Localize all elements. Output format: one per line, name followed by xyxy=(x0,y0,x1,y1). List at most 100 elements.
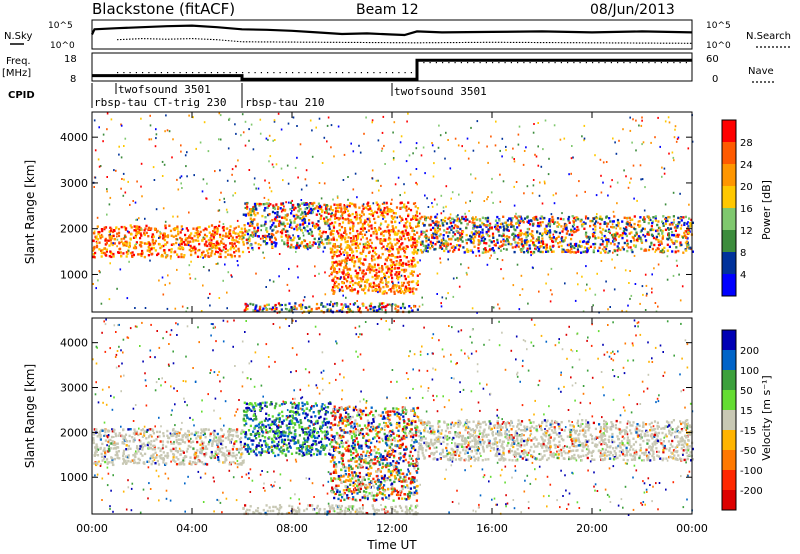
scatter-cell xyxy=(487,230,490,233)
scatter-cell xyxy=(502,225,505,228)
scatter-cell xyxy=(214,170,216,173)
scatter-cell xyxy=(507,223,510,227)
scatter-cell xyxy=(637,223,640,227)
scatter-cell xyxy=(617,242,620,245)
scatter-cell xyxy=(267,414,270,417)
scatter-cell xyxy=(272,280,275,283)
scatter-cell xyxy=(349,303,352,306)
scatter-cell xyxy=(238,438,241,441)
scatter-cell xyxy=(626,242,629,245)
scatter-cell xyxy=(308,305,311,309)
scatter-cell xyxy=(263,256,266,259)
scatter-cell xyxy=(172,215,174,218)
scatter-cell xyxy=(388,207,392,211)
scatter-cell xyxy=(235,236,238,239)
scatter-cell xyxy=(359,262,362,265)
scatter-cell xyxy=(463,251,466,254)
scatter-cell xyxy=(598,246,601,249)
scatter-cell xyxy=(585,231,588,234)
scatter-cell xyxy=(616,249,619,252)
scatter-cell xyxy=(372,249,375,253)
scatter-cell xyxy=(399,194,401,197)
scatter-cell xyxy=(293,227,296,231)
scatter-cell xyxy=(610,225,612,228)
scatter-cell xyxy=(482,239,485,242)
scatter-cell xyxy=(120,225,123,229)
scatter-cell xyxy=(250,220,253,224)
scatter-cell xyxy=(328,309,330,312)
scatter-cell xyxy=(476,120,479,123)
scatter-cell xyxy=(499,249,503,252)
scatter-cell xyxy=(302,234,305,237)
scatter-cell xyxy=(674,239,677,243)
scatter-cell xyxy=(372,230,375,234)
scatter-cell xyxy=(416,183,418,186)
scatter-cell xyxy=(213,228,216,231)
scatter-cell xyxy=(289,208,292,211)
scatter-cell xyxy=(144,452,147,456)
scatter-cell xyxy=(171,432,174,436)
scatter-cell xyxy=(403,254,406,258)
scatter-cell xyxy=(202,178,205,181)
scatter-cell xyxy=(532,250,535,254)
scatter-cell xyxy=(135,218,137,221)
scatter-cell xyxy=(517,219,520,222)
scatter-cell xyxy=(616,218,620,222)
scatter-cell xyxy=(674,125,677,128)
scatter-cell xyxy=(156,459,159,463)
scatter-cell xyxy=(484,250,487,254)
scatter-cell xyxy=(226,291,228,294)
scatter-cell xyxy=(117,434,120,437)
scatter-cell xyxy=(309,207,313,211)
scatter-cell xyxy=(394,267,397,270)
scatter-cell xyxy=(456,225,460,229)
scatter-cell xyxy=(405,263,408,266)
scatter-cell xyxy=(206,249,209,252)
scatter-cell xyxy=(204,436,207,439)
scatter-cell xyxy=(301,223,304,226)
noise-tick-top: 10^5 xyxy=(48,21,73,31)
scatter-cell xyxy=(599,215,602,218)
scatter-cell xyxy=(118,231,121,235)
scatter-cell xyxy=(376,277,379,280)
scatter-cell xyxy=(332,238,335,241)
scatter-cell xyxy=(327,239,330,242)
scatter-cell xyxy=(109,262,111,265)
scatter-cell xyxy=(484,249,487,252)
scatter-cell xyxy=(460,217,464,220)
scatter-cell xyxy=(388,246,391,249)
scatter-cell xyxy=(410,270,414,273)
scatter-cell xyxy=(246,205,249,209)
scatter-cell xyxy=(444,239,447,243)
scatter-cell xyxy=(548,235,551,239)
scatter-cell xyxy=(500,268,502,271)
scatter-cell xyxy=(334,246,337,249)
scatter-cell xyxy=(323,203,326,207)
scatter-cell xyxy=(657,226,661,230)
scatter-cell xyxy=(359,268,362,272)
scatter-cell xyxy=(362,229,365,232)
scatter-cell xyxy=(289,219,292,222)
scatter-cell xyxy=(189,456,192,459)
scatter-cell xyxy=(371,169,374,172)
scatter-cell xyxy=(141,445,145,449)
scatter-cell xyxy=(465,238,468,242)
scatter-cell xyxy=(176,215,179,218)
scatter-cell xyxy=(104,237,107,241)
scatter-cell xyxy=(689,225,692,228)
scatter-cell xyxy=(609,232,611,235)
scatter-cell xyxy=(333,261,336,264)
scatter-cell xyxy=(462,246,465,249)
scatter-cell xyxy=(344,236,347,239)
scatter-cell xyxy=(482,236,485,239)
scatter-cell xyxy=(520,240,523,243)
scatter-cell xyxy=(532,223,535,226)
scatter-cell xyxy=(415,282,418,285)
scatter-cell xyxy=(124,438,127,441)
scatter-cell xyxy=(399,291,403,294)
scatter-cell xyxy=(199,141,202,144)
scatter-cell xyxy=(169,257,172,260)
scatter-cell xyxy=(127,428,130,431)
scatter-cell xyxy=(561,248,564,251)
scatter-cell xyxy=(192,239,195,242)
